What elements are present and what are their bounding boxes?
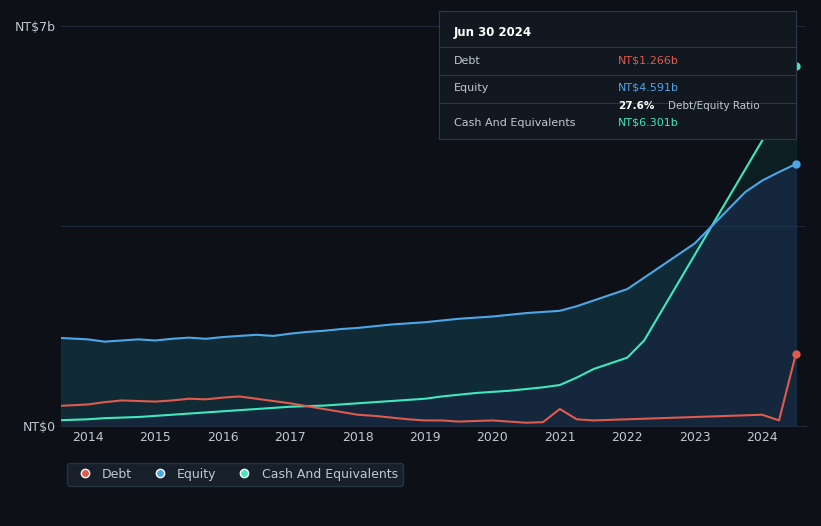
Text: Debt: Debt — [453, 56, 480, 66]
Text: Jun 30 2024: Jun 30 2024 — [453, 26, 532, 39]
Text: NT$1.266b: NT$1.266b — [618, 56, 679, 66]
Text: Equity: Equity — [453, 83, 488, 93]
Text: 27.6%: 27.6% — [618, 101, 654, 111]
Text: Debt/Equity Ratio: Debt/Equity Ratio — [667, 101, 759, 111]
Text: Cash And Equivalents: Cash And Equivalents — [453, 118, 575, 128]
Legend: Debt, Equity, Cash And Equivalents: Debt, Equity, Cash And Equivalents — [67, 463, 403, 485]
Text: NT$4.591b: NT$4.591b — [618, 83, 679, 93]
Text: NT$6.301b: NT$6.301b — [618, 118, 678, 128]
